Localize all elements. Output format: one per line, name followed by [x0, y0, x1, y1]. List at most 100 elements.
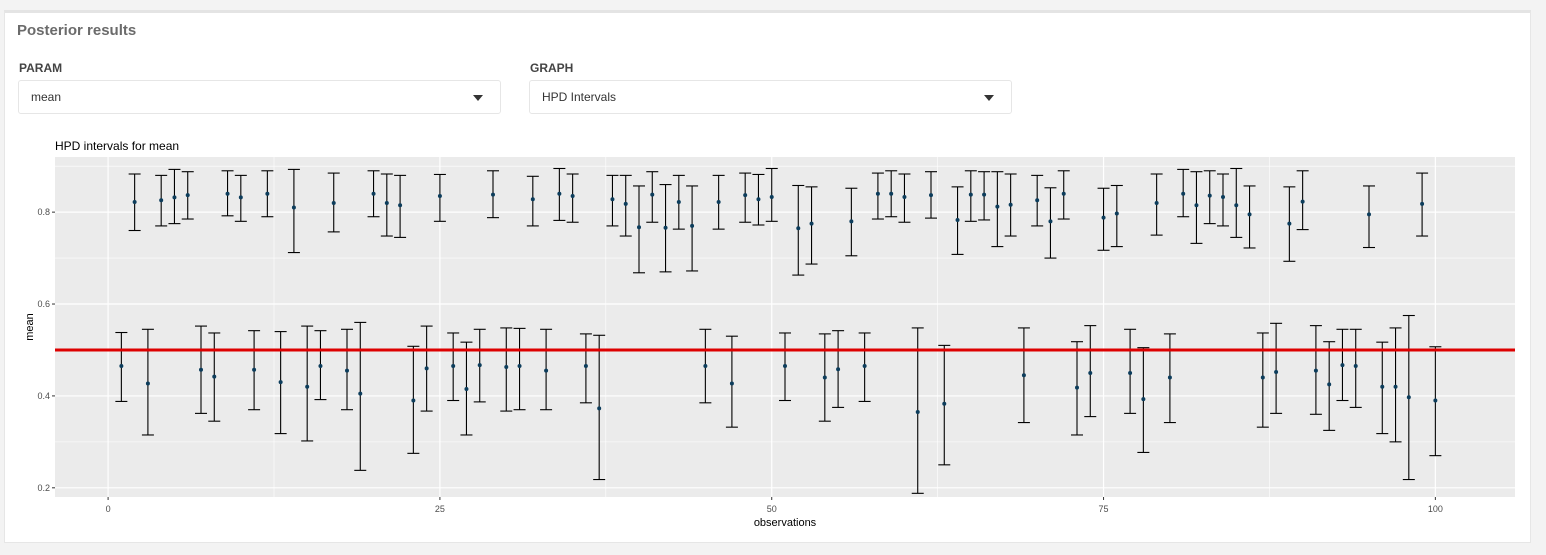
- param-select-value: mean: [31, 90, 62, 104]
- y-tick-label: 0.8: [37, 207, 50, 217]
- mean-point: [1194, 203, 1199, 208]
- mean-point: [1393, 384, 1398, 389]
- y-tick-label: 0.6: [37, 299, 50, 309]
- mean-point: [690, 223, 695, 228]
- mean-point: [159, 198, 164, 203]
- mean-point: [836, 367, 841, 372]
- y-axis-ticks: 0.2 0.4 0.6 0.8: [37, 207, 55, 493]
- mean-point: [1433, 398, 1438, 403]
- mean-point: [1260, 375, 1265, 380]
- mean-point: [570, 194, 575, 199]
- mean-point: [477, 363, 482, 368]
- mean-point: [1313, 368, 1318, 373]
- graph-select-value: HPD Intervals: [542, 90, 617, 104]
- mean-point: [398, 203, 403, 208]
- mean-point: [716, 200, 721, 205]
- plot-panel: [55, 157, 1515, 497]
- mean-point: [809, 221, 814, 226]
- mean-point: [623, 201, 628, 206]
- error-bar: [1217, 173, 1229, 227]
- mean-point: [199, 367, 203, 372]
- mean-point: [902, 194, 907, 199]
- mean-point: [1101, 215, 1106, 220]
- mean-point: [1008, 202, 1013, 207]
- graph-label: GRAPH: [530, 61, 574, 75]
- mean-point: [1088, 370, 1093, 375]
- error-bar: [1349, 328, 1362, 408]
- mean-point: [1406, 395, 1411, 400]
- mean-point: [265, 191, 270, 196]
- mean-point: [1021, 373, 1026, 378]
- mean-point: [1207, 193, 1212, 198]
- error-bar: [646, 171, 659, 223]
- mean-point: [491, 192, 495, 197]
- error-bar: [566, 173, 579, 223]
- mean-point: [968, 192, 973, 197]
- error-bar: [765, 167, 778, 222]
- mean-point: [1300, 199, 1305, 204]
- mean-point: [862, 364, 867, 369]
- mean-point: [278, 380, 283, 385]
- error-bar: [287, 168, 300, 254]
- param-label: PARAM: [19, 61, 63, 75]
- mean-point: [530, 197, 535, 202]
- mean-point: [1287, 221, 1292, 226]
- y-axis-label: mean: [24, 313, 36, 341]
- mean-point: [1274, 370, 1279, 375]
- x-axis-label: observations: [754, 517, 817, 529]
- mean-point: [995, 204, 1000, 209]
- mean-point: [637, 225, 641, 230]
- mean-point: [1061, 191, 1066, 196]
- graph-select[interactable]: HPD Intervals: [529, 80, 1012, 114]
- mean-point: [1181, 191, 1186, 196]
- mean-point: [756, 197, 761, 202]
- mean-point: [583, 364, 588, 369]
- y-tick-label: 0.2: [37, 483, 50, 493]
- mean-point: [185, 193, 190, 198]
- mean-point: [291, 205, 296, 210]
- mean-point: [1128, 370, 1133, 375]
- error-bar: [1270, 322, 1283, 414]
- mean-point: [1234, 203, 1239, 208]
- y-tick-label: 0.4: [37, 391, 50, 401]
- x-tick-label: 100: [1428, 504, 1443, 514]
- mean-point: [915, 410, 920, 414]
- mean-point: [955, 217, 960, 222]
- mean-point: [1114, 211, 1119, 216]
- panel-title: Posterior results: [17, 22, 137, 39]
- mean-point: [252, 367, 257, 372]
- chevron-down-icon: [984, 95, 994, 101]
- mean-point: [597, 406, 602, 411]
- x-axis-ticks: 0 25 50 75 100: [106, 497, 1443, 514]
- chart-title: HPD intervals for mean: [55, 139, 179, 153]
- error-bar: [739, 172, 752, 223]
- error-bar: [686, 185, 699, 272]
- error-bar: [1230, 167, 1243, 238]
- mean-point: [1420, 201, 1425, 206]
- x-tick-label: 0: [106, 504, 111, 514]
- mean-point: [1167, 375, 1172, 380]
- error-bar: [633, 185, 645, 274]
- error-bar: [513, 327, 526, 411]
- mean-point: [557, 191, 562, 196]
- mean-point: [1353, 364, 1358, 369]
- error-bar: [301, 325, 314, 442]
- mean-point: [464, 387, 469, 392]
- mean-point: [1327, 382, 1332, 387]
- chevron-down-icon: [473, 95, 483, 101]
- param-select[interactable]: mean: [18, 80, 501, 114]
- mean-point: [132, 200, 137, 205]
- mean-point: [238, 195, 243, 200]
- mean-point: [544, 368, 549, 373]
- mean-point: [610, 197, 615, 202]
- error-bar: [1243, 185, 1256, 249]
- x-tick-label: 25: [435, 504, 445, 514]
- mean-point: [384, 200, 389, 205]
- mean-point: [650, 192, 655, 197]
- x-tick-label: 50: [767, 504, 777, 514]
- mean-point: [424, 366, 429, 371]
- mean-point: [796, 226, 801, 231]
- mean-points: [119, 191, 1438, 414]
- mean-point: [743, 193, 748, 198]
